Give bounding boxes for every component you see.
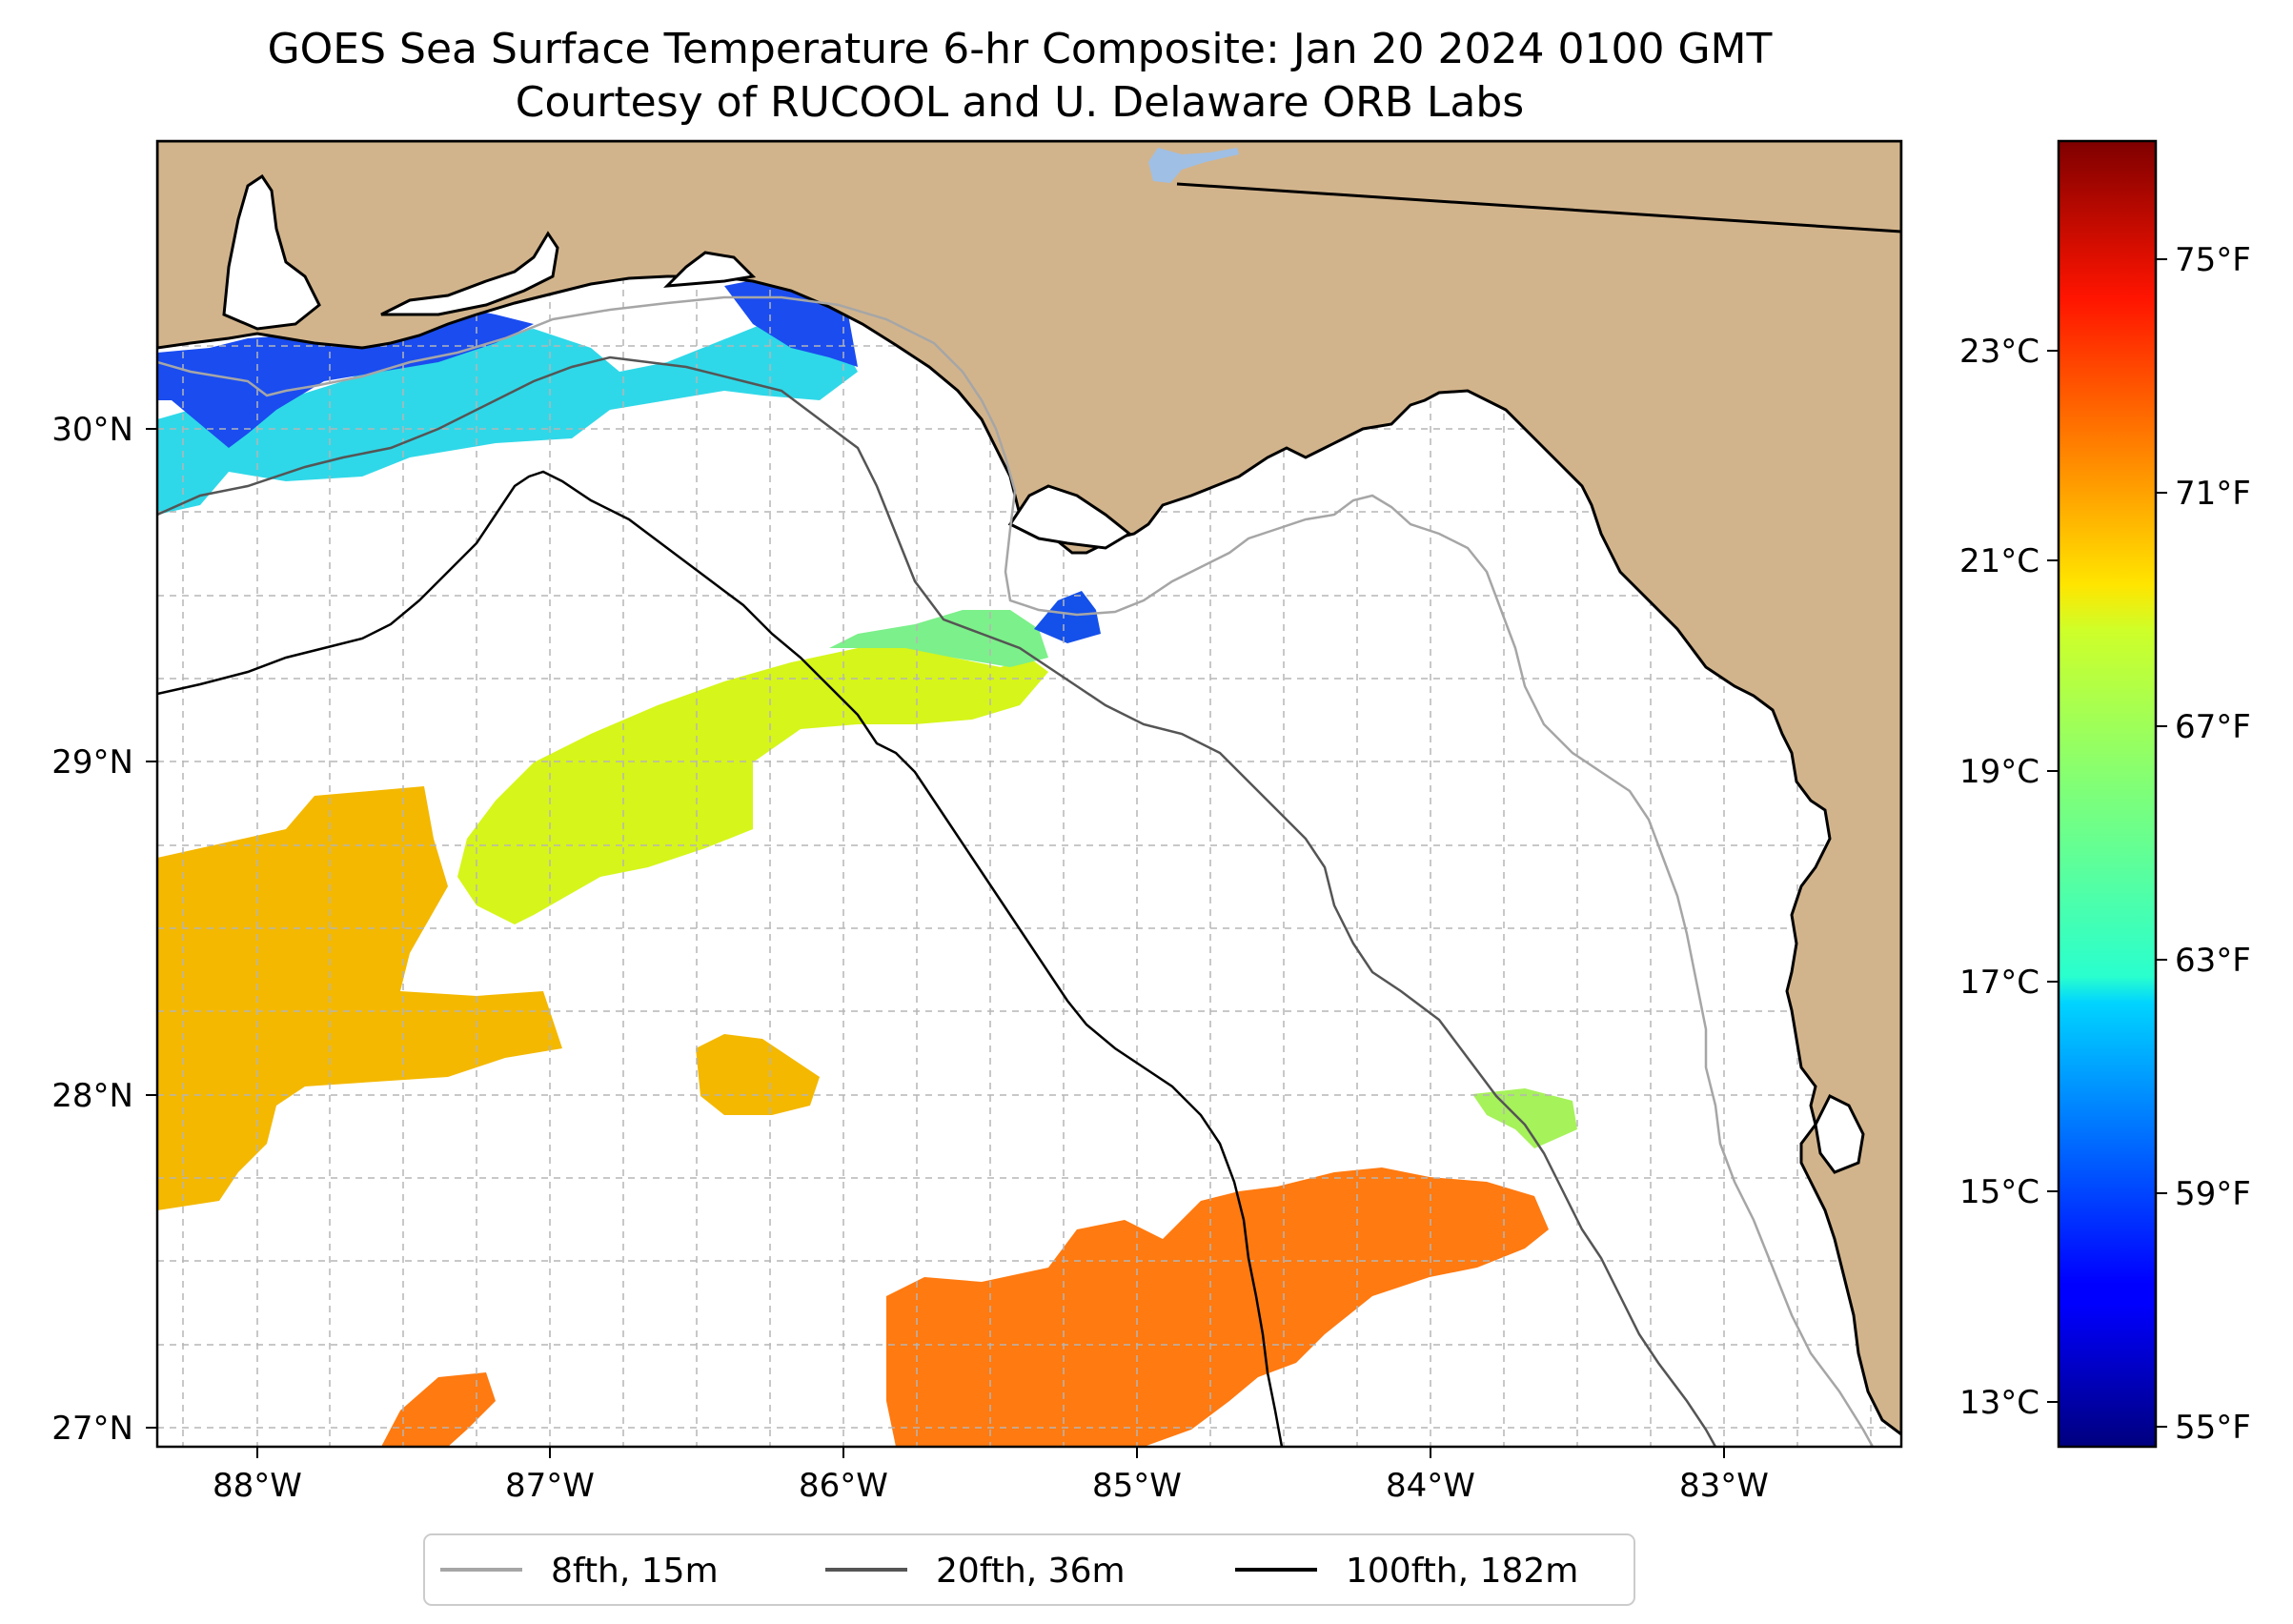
sst-patch-cape-cold-spot xyxy=(1034,591,1101,643)
colorbar-fahrenheit-label: 67°F xyxy=(2175,708,2251,746)
colorbar-fahrenheit-label: 55°F xyxy=(2175,1409,2251,1447)
tampa-bay xyxy=(1814,1093,1865,1174)
sst-patch-mid-shelf-band xyxy=(457,643,1048,924)
colorbar-celsius-label: 15°C xyxy=(1959,1173,2039,1211)
isobath-20fth xyxy=(157,355,1717,1447)
state-border xyxy=(1176,182,1901,233)
sst-patch-western-blob xyxy=(696,1034,820,1115)
sst-patch-nearshore-plume xyxy=(829,610,1048,667)
map-frame xyxy=(155,139,1903,1449)
colorbar-celsius-label: 19°C xyxy=(1959,753,2039,791)
sst-patch-western-shelf xyxy=(157,305,858,515)
isobath-100fth xyxy=(157,470,1284,1447)
sst-patch-big-bend xyxy=(1472,1088,1577,1148)
legend-label: 8fth, 15m xyxy=(551,1552,719,1591)
y-tick-label: 27°N xyxy=(51,1410,133,1448)
chart-title: GOES Sea Surface Temperature 6-hr Compos… xyxy=(268,25,1773,73)
colorbar-fahrenheit-label: 71°F xyxy=(2175,475,2251,513)
x-tick-label: 85°W xyxy=(1092,1467,1182,1505)
y-tick-label: 28°N xyxy=(51,1077,133,1115)
sst-patch-southern-offshore xyxy=(886,1167,1549,1447)
pensacola-bay xyxy=(222,173,321,331)
axis-ticks xyxy=(146,428,1725,1458)
sst-layer xyxy=(157,278,1577,1447)
colorbar: 23°C 21°C 19°C 17°C 15°C 13°C 75°F 71°F … xyxy=(1959,139,2251,1449)
sst-patch-western-nearshore xyxy=(157,305,534,448)
legend: 8fth, 15m 20fth, 36m 100fth, 182m xyxy=(423,1533,1635,1606)
chart-subtitle: Courtesy of RUCOOL and U. Delaware ORB L… xyxy=(516,78,1524,127)
y-tick-label: 30°N xyxy=(51,411,133,449)
land-layer xyxy=(157,141,1901,1436)
isobaths xyxy=(157,295,1875,1447)
isobath-8fth xyxy=(157,295,1875,1447)
colorbar-gradient xyxy=(2057,139,2158,1449)
y-tick-label: 29°N xyxy=(51,743,133,782)
colorbar-celsius-label: 13°C xyxy=(1959,1384,2039,1422)
legend-box xyxy=(423,1533,1635,1606)
legend-label: 20fth, 36m xyxy=(936,1552,1126,1591)
lake xyxy=(1148,148,1239,183)
x-tick-label: 87°W xyxy=(505,1467,595,1505)
colorbar-celsius-label: 23°C xyxy=(1959,333,2039,371)
st-andrews-bay xyxy=(663,251,757,288)
x-tick-label: 86°W xyxy=(799,1467,888,1505)
x-tick-label: 84°W xyxy=(1386,1467,1475,1505)
choctawhatchee-bay xyxy=(380,231,559,316)
map-area xyxy=(157,141,1901,1447)
colorbar-celsius-label: 21°C xyxy=(1959,542,2039,580)
colorbar-celsius-label: 17°C xyxy=(1959,964,2039,1002)
y-axis-labels: 30°N 29°N 28°N 27°N xyxy=(51,411,133,1448)
colorbar-fahrenheit-label: 63°F xyxy=(2175,942,2251,980)
legend-label: 100fth, 182m xyxy=(1346,1552,1578,1591)
x-tick-label: 83°W xyxy=(1679,1467,1769,1505)
colorbar-fahrenheit-label: 59°F xyxy=(2175,1175,2251,1213)
colorbar-fahrenheit-label: 75°F xyxy=(2175,241,2251,279)
x-tick-label: 88°W xyxy=(213,1467,302,1505)
apalachicola-bay xyxy=(1007,484,1132,550)
sst-patch-western-offshore xyxy=(157,786,562,1210)
x-axis-labels: 88°W 87°W 86°W 85°W 84°W 83°W xyxy=(213,1467,1769,1505)
colorbar-ticks xyxy=(2047,258,2167,1428)
